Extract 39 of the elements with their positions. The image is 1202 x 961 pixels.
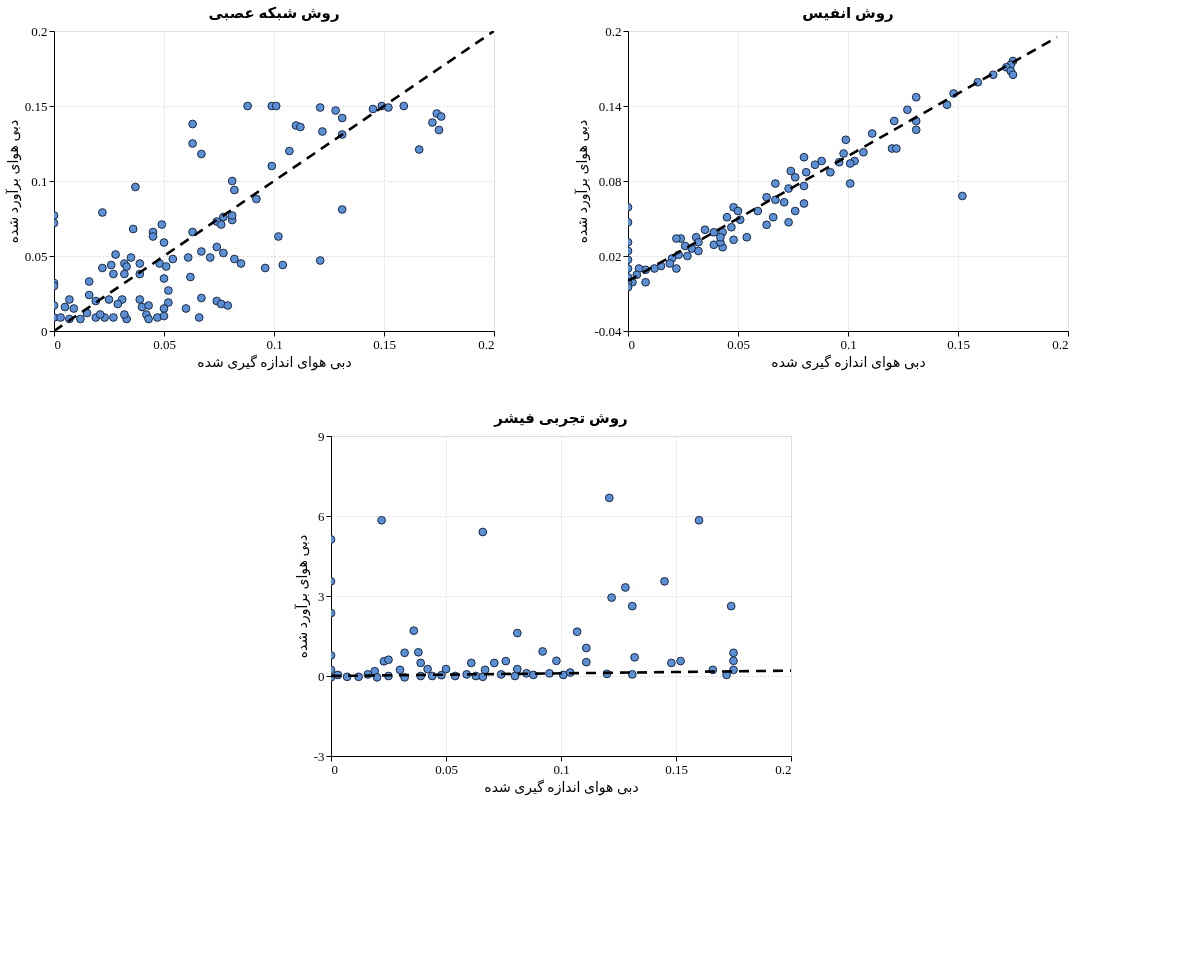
x-tick-label: 0.2 (1052, 336, 1069, 352)
y-tick-label: 0.08 (598, 173, 622, 189)
x-tick-label: 0.15 (947, 336, 970, 352)
x-tick-label: 0.15 (373, 336, 396, 352)
x-tick-label: 0.2 (478, 336, 495, 352)
y-tick-label: 3 (318, 588, 325, 604)
chart-title: روش انفیس (802, 5, 894, 22)
y-tick-label: 0.2 (31, 23, 48, 39)
y-tick-label: 9 (318, 428, 325, 444)
x-tick-label: 0.1 (553, 761, 570, 777)
y-tick-label: 0.1 (31, 173, 48, 189)
y-tick-label: 6 (318, 508, 325, 524)
y-axis-title: دبی هوای برآورد شده (4, 119, 22, 244)
y-tick-label: 0.05 (24, 248, 48, 264)
x-axis-title: دبی هوای اندازه گیری شده (484, 778, 639, 796)
x-tick-label: 0.05 (153, 336, 176, 352)
x-tick-label: 0.15 (665, 761, 688, 777)
y-tick-label: 0.2 (605, 23, 622, 39)
chart-title: روش شبکه عصبی (208, 5, 340, 22)
x-tick-label: 0.2 (775, 761, 792, 777)
y-tick-label: 0 (318, 668, 325, 684)
y-axis-title: دبی هوای برآورد شده (293, 534, 311, 659)
chart-title: روش تجربی فیشر (493, 410, 628, 427)
y-tick-label: 0.02 (598, 248, 622, 264)
x-tick-label: 0 (628, 336, 635, 352)
x-tick-label: 0 (331, 761, 338, 777)
x-tick-label: 0.05 (435, 761, 458, 777)
x-tick-label: 0.1 (840, 336, 857, 352)
x-tick-label: 0 (54, 336, 61, 352)
x-tick-label: 0.1 (266, 336, 283, 352)
y-axis-title: دبی هوای برآورد شده (574, 119, 592, 244)
x-axis-title: دبی هوای اندازه گیری شده (771, 353, 926, 371)
x-axis-title: دبی هوای اندازه گیری شده (197, 353, 352, 371)
x-tick-label: 0.05 (727, 336, 750, 352)
y-tick-label: 0.14 (598, 98, 622, 114)
y-tick-label: 0 (41, 323, 48, 339)
y-tick-label: -0.04 (594, 323, 622, 339)
y-tick-label: -3 (313, 748, 325, 764)
y-tick-label: 0.15 (24, 98, 48, 114)
